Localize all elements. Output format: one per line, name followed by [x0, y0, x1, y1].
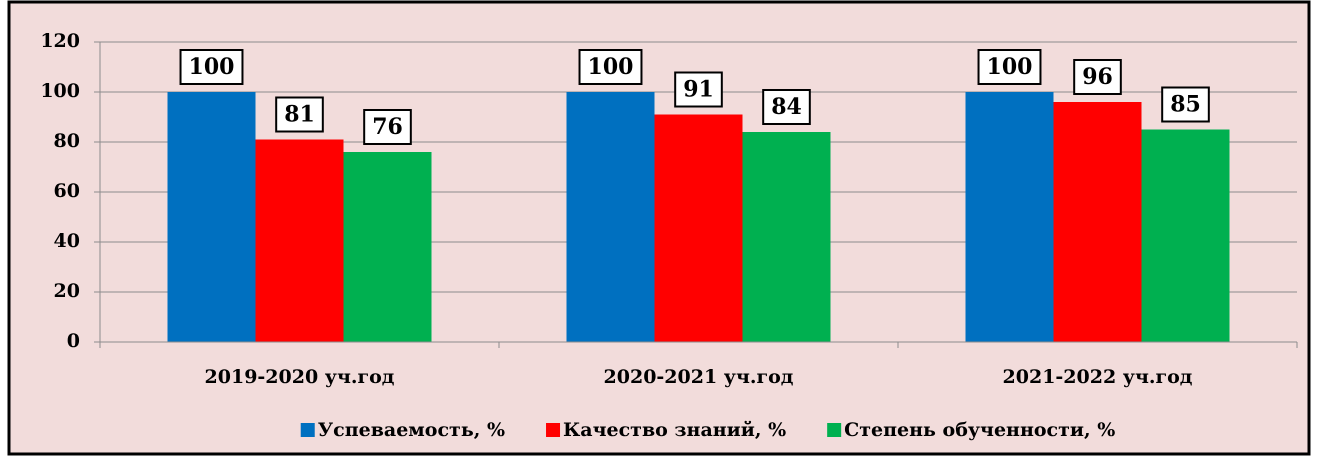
data-label-box [1161, 86, 1210, 123]
data-label: 96 [1082, 64, 1113, 90]
data-label: 84 [771, 94, 802, 120]
data-label: 100 [189, 54, 235, 80]
bar [566, 92, 655, 342]
data-label-box [363, 109, 412, 145]
data-label-box [578, 49, 643, 85]
data-label: 100 [987, 54, 1033, 80]
bar [965, 92, 1054, 342]
y-tick-label: 20 [54, 280, 80, 302]
data-label-box [674, 71, 723, 108]
bar [255, 139, 344, 342]
legend-label: Степень обученности, % [844, 419, 1115, 441]
legend-label: Качество знаний, % [563, 419, 786, 441]
data-label-box [179, 49, 244, 85]
data-label: 76 [372, 114, 403, 140]
legend-label: Успеваемость, % [318, 419, 505, 441]
data-label-box [977, 49, 1042, 85]
data-label: 100 [588, 54, 634, 80]
bar [1141, 129, 1230, 342]
x-tick-label: 2021-2022 уч.год [1003, 366, 1193, 388]
y-tick-label: 0 [67, 330, 80, 352]
data-label-box [1073, 59, 1122, 95]
x-tick-label: 2019-2020 уч.год [205, 366, 395, 388]
bar [742, 132, 831, 342]
data-label-box [275, 96, 324, 133]
bar [343, 152, 432, 342]
data-label: 91 [683, 77, 714, 103]
legend-swatch [546, 423, 561, 437]
legend-swatch [827, 423, 842, 437]
y-tick-label: 80 [54, 130, 80, 152]
data-label: 85 [1170, 92, 1201, 118]
data-label-box [762, 89, 811, 125]
y-tick-label: 60 [54, 180, 80, 202]
y-tick-label: 100 [40, 80, 80, 102]
y-tick-label: 120 [40, 30, 80, 52]
data-label: 81 [284, 102, 315, 128]
bar [167, 92, 256, 342]
legend-swatch [300, 423, 315, 437]
bar [654, 114, 743, 342]
bar [1053, 102, 1142, 342]
y-tick-label: 40 [54, 230, 80, 252]
x-tick-label: 2020-2021 уч.год [604, 366, 794, 388]
